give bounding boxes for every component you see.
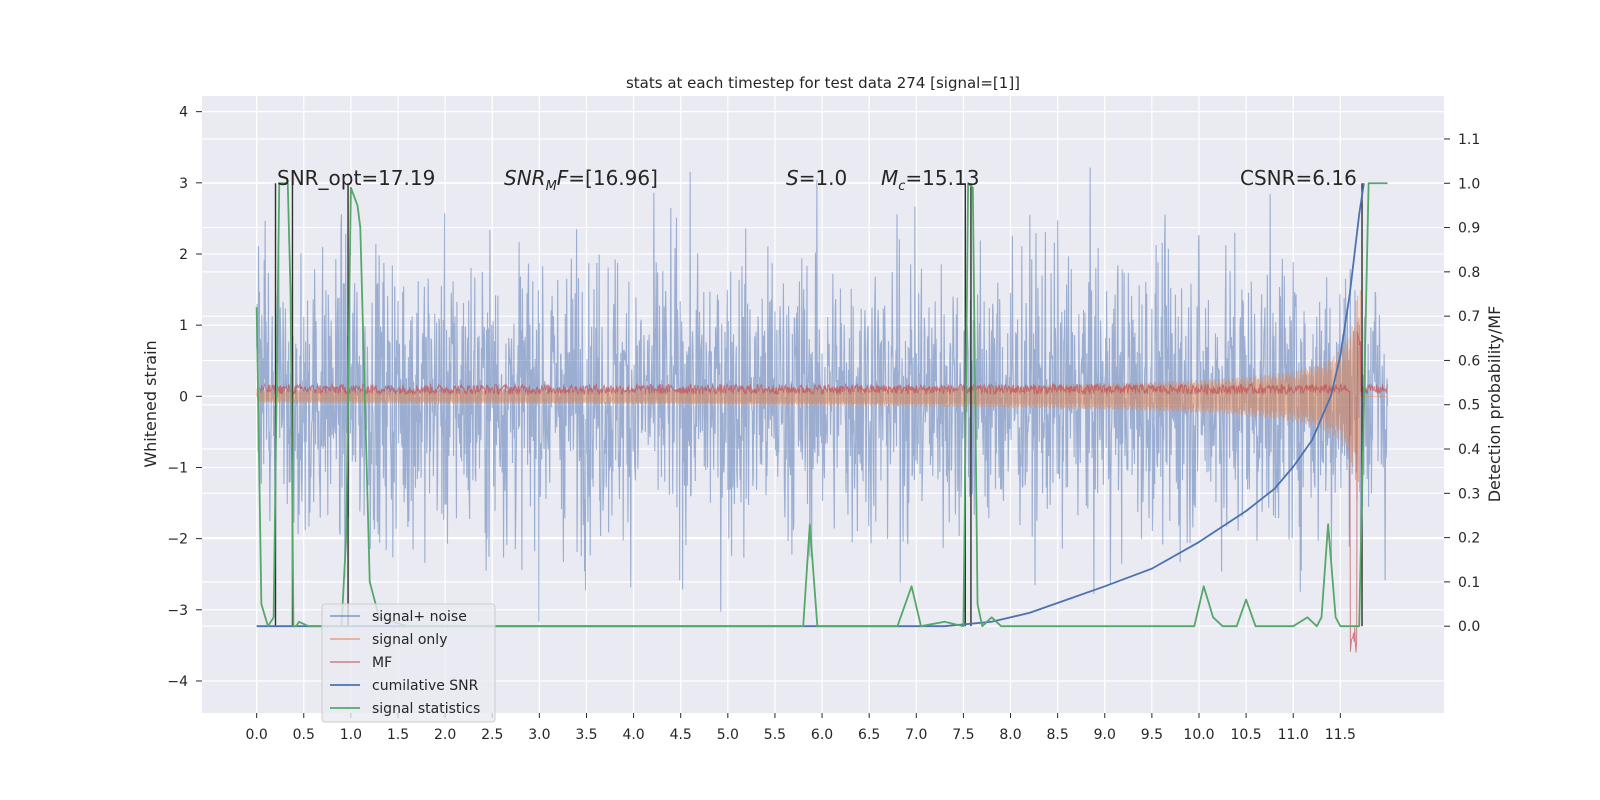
legend-item-label: signal only <box>372 632 447 648</box>
legend: signal+ noise signal only MF cumilative SNR… <box>321 603 496 723</box>
y2-tick-label: 0.2 <box>1458 531 1480 547</box>
y-tick-label: −2 <box>167 532 188 548</box>
x-tick-label: 6.5 <box>858 727 880 743</box>
x-tick-label: 7.5 <box>952 727 974 743</box>
legend-item-label: signal statistics <box>372 701 480 717</box>
x-tick-label: 0.5 <box>293 727 315 743</box>
legend-box <box>321 603 496 723</box>
annotation-s: S=1.0 <box>786 166 847 190</box>
y2-tick-label: 0.8 <box>1458 265 1480 281</box>
x-tick-label: 3.5 <box>575 727 597 743</box>
x-tick-label: 8.0 <box>999 727 1021 743</box>
x-tick-label: 5.5 <box>764 727 786 743</box>
x-tick-label: 4.0 <box>622 727 644 743</box>
y-tick-label: −1 <box>167 460 188 476</box>
x-tick-label: 8.5 <box>1047 727 1069 743</box>
y2-tick-label: 0.1 <box>1458 575 1480 591</box>
axes: 0.0 0.5 1.0 1.5 2.0 2.5 3.0 3.5 4.0 4.5 5.0 5.5 6.0 6… <box>167 105 1480 743</box>
x-tick-label: 10.5 <box>1231 727 1262 743</box>
y-tick-label: −3 <box>167 603 188 619</box>
y2-tick-label: 0.9 <box>1458 221 1480 237</box>
series-cumulative-snr <box>256 183 1365 628</box>
y-tick-label: 1 <box>179 318 188 334</box>
y2-tick-label: 0.3 <box>1458 486 1480 502</box>
y-tick-label: 3 <box>179 176 188 192</box>
annotation-snr-mf: SNRMF=[16.96] <box>504 166 658 194</box>
x-tick-label: 9.5 <box>1141 727 1163 743</box>
y2-tick-label: 0.5 <box>1458 398 1480 414</box>
x-tick-label: 2.5 <box>481 727 503 743</box>
data-layer <box>255 167 1389 653</box>
x-tick-label: 4.5 <box>670 727 692 743</box>
annotation-csnr: CSNR=6.16 <box>1240 166 1357 190</box>
x-tick-label: 0.0 <box>246 727 268 743</box>
x-tick-label: 1.5 <box>387 727 409 743</box>
x-tick-label: 1.0 <box>340 727 362 743</box>
annotation-snr-opt: SNR_opt=17.19 <box>277 166 435 190</box>
y-tick-label: 2 <box>179 247 188 263</box>
y2-tick-label: 0.0 <box>1458 619 1480 635</box>
legend-item-label: cumilative SNR <box>372 678 479 694</box>
x-tick-label: 11.0 <box>1278 727 1309 743</box>
y2-tick-label: 0.6 <box>1458 353 1480 369</box>
x-tick-label: 5.0 <box>717 727 739 743</box>
legend-item-label: signal+ noise <box>372 609 467 625</box>
x-tick-label: 6.0 <box>811 727 833 743</box>
x-tick-label: 2.0 <box>434 727 456 743</box>
y2-tick-label: 0.4 <box>1458 442 1480 458</box>
annotation-mc: Mc=15.13 <box>881 166 979 194</box>
y-axis-label: Whitened strain <box>141 340 160 467</box>
y-tick-label: 0 <box>179 389 188 405</box>
x-tick-label: 9.0 <box>1094 727 1116 743</box>
x-tick-label: 10.0 <box>1183 727 1214 743</box>
legend-item-label: MF <box>372 655 392 671</box>
x-tick-label: 11.5 <box>1325 727 1356 743</box>
x-tick-label: 3.0 <box>528 727 550 743</box>
series-signal-statistics <box>255 182 1388 628</box>
y2-tick-label: 1.0 <box>1458 176 1480 192</box>
series-mf <box>256 331 1388 653</box>
series-signal-noise <box>256 167 1389 622</box>
y2-axis-label: Detection probability/MF <box>1485 306 1504 503</box>
x-tick-label: 7.0 <box>905 727 927 743</box>
y2-tick-label: 1.1 <box>1458 132 1480 148</box>
y-tick-label: 4 <box>179 105 188 121</box>
chart-title: stats at each timestep for test data 274… <box>626 74 1020 92</box>
y-tick-label: −4 <box>167 674 188 690</box>
y2-tick-label: 0.7 <box>1458 309 1480 325</box>
